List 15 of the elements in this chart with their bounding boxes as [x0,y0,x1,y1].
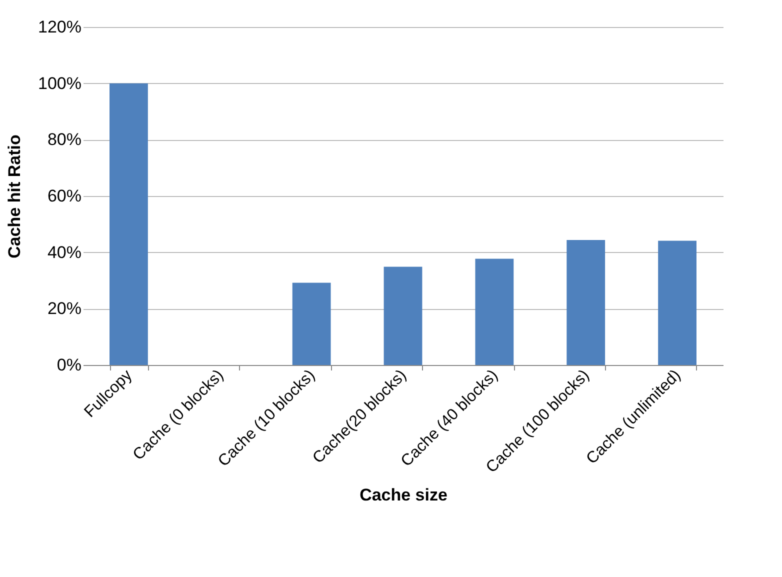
bar [292,282,331,365]
bar [384,266,422,365]
bar [658,240,696,365]
y-tick-label: 60% [47,186,82,206]
bar [566,240,606,365]
y-tick-label: 80% [47,130,82,150]
y-tick-label: 40% [47,242,82,262]
bar [475,258,514,365]
y-tick-label: 20% [47,299,82,318]
y-tick-label: 120% [38,18,82,36]
x-axis-title: Cache size [360,486,448,505]
y-tick-label: 100% [38,74,82,93]
y-tick-label: 0% [56,356,82,374]
y-axis-title: Cache hit Ratio [5,134,24,258]
bar [110,83,148,365]
